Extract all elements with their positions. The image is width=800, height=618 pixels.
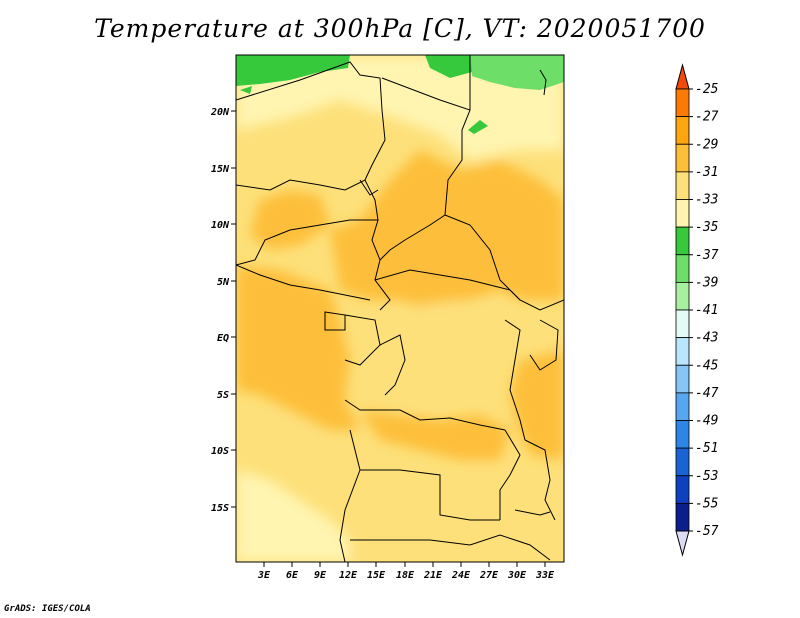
colorbar-swatch <box>675 392 690 421</box>
country-borders <box>236 55 564 562</box>
lon-label: 21E <box>423 570 443 581</box>
lon-label: 15E <box>367 570 386 581</box>
colorbar-swatch <box>675 116 690 145</box>
colorbar-label: -31 <box>695 165 718 180</box>
band-33-35-north <box>236 55 564 160</box>
colorbar-top-arrow <box>675 63 690 90</box>
band-37-39-ne <box>470 55 564 90</box>
colorbar-label: -49 <box>695 414 718 429</box>
colorbar-label: -43 <box>695 331 718 346</box>
colorbar-swatch <box>675 199 690 228</box>
band-29-31-south <box>360 410 510 460</box>
map-frame <box>235 54 565 563</box>
lon-label: 12E <box>339 570 358 581</box>
band-35-37-spot <box>468 120 488 134</box>
band-29-31-west <box>236 265 360 430</box>
colorbar-swatch <box>675 254 690 283</box>
lon-label: 27E <box>479 570 499 581</box>
band-29-31-nw <box>250 190 330 250</box>
lat-label: 15N <box>211 164 230 175</box>
lon-label: 30E <box>507 570 527 581</box>
colorbar-label: -55 <box>695 496 719 511</box>
page-title: Temperature at 300hPa [C], VT: 202005170… <box>94 14 706 43</box>
lon-label: 33E <box>535 570 555 581</box>
colorbar-swatch <box>675 337 690 366</box>
axis-ticks <box>231 110 546 567</box>
colorbar-label: -33 <box>695 193 718 208</box>
lat-label: 20N <box>210 107 230 118</box>
lat-label: 15S <box>211 503 229 514</box>
colorbar-label: -25 <box>695 82 719 97</box>
colorbar-swatch <box>675 475 690 504</box>
lon-label: 24E <box>451 570 471 581</box>
colorbar-swatch <box>675 171 690 200</box>
colorbar-swatch <box>675 420 690 449</box>
colorbar-label: -47 <box>695 386 719 401</box>
colorbar-swatch <box>675 447 690 477</box>
lat-labels: 20N 15N 10N 5N EQ 5S 10S 15S <box>210 107 230 514</box>
colorbar-label: -35 <box>695 220 719 235</box>
lon-label: 6E <box>286 570 299 581</box>
colorbar-label: -41 <box>695 303 718 318</box>
colorbar-label: -53 <box>695 469 718 484</box>
colorbar-swatch <box>675 364 690 394</box>
lat-label: 10N <box>211 220 230 231</box>
colorbar-label: -29 <box>695 137 718 152</box>
band-29-31-central <box>330 150 564 310</box>
lat-label: EQ <box>217 333 229 344</box>
band-31-33-congo <box>370 300 505 400</box>
lat-label: 10S <box>211 446 229 457</box>
lat-label: 5S <box>217 390 229 401</box>
colorbar-label: -45 <box>695 358 719 373</box>
lon-labels: 3E 6E 9E 12E 15E 18E 21E 24E 27E 30E 33E <box>257 570 555 581</box>
lon-label: 3E <box>257 570 271 581</box>
band-33-35-sw <box>236 470 350 562</box>
colorbar-swatch <box>675 309 690 339</box>
colorbar: -25 -27 -29 -31 -33 -35 -37 -39 -41 -43 -45 -47 -49 -… <box>675 63 719 557</box>
colorbar-label: -27 <box>695 110 719 125</box>
colorbar-label: -57 <box>695 524 719 539</box>
colorbar-swatch <box>675 502 690 532</box>
grads-credit: GrADS: IGES/COLA <box>4 604 91 614</box>
colorbar-swatch <box>675 281 690 311</box>
colorbar-swatch <box>675 226 690 256</box>
colorbar-label: -37 <box>695 248 719 263</box>
lat-label: 5N <box>217 277 230 288</box>
colorbar-swatch <box>675 88 690 118</box>
temperature-field <box>236 55 564 562</box>
colorbar-label: -51 <box>695 441 718 456</box>
lon-label: 18E <box>396 570 415 581</box>
colorbar-label: -39 <box>695 275 718 290</box>
colorbar-bottom-arrow <box>675 530 690 557</box>
band-35-37-ne <box>425 55 472 78</box>
band-35-37-spot2 <box>240 86 252 94</box>
lon-label: 9E <box>314 570 327 581</box>
colorbar-swatch <box>675 143 690 173</box>
band-35-37-north <box>236 55 350 86</box>
